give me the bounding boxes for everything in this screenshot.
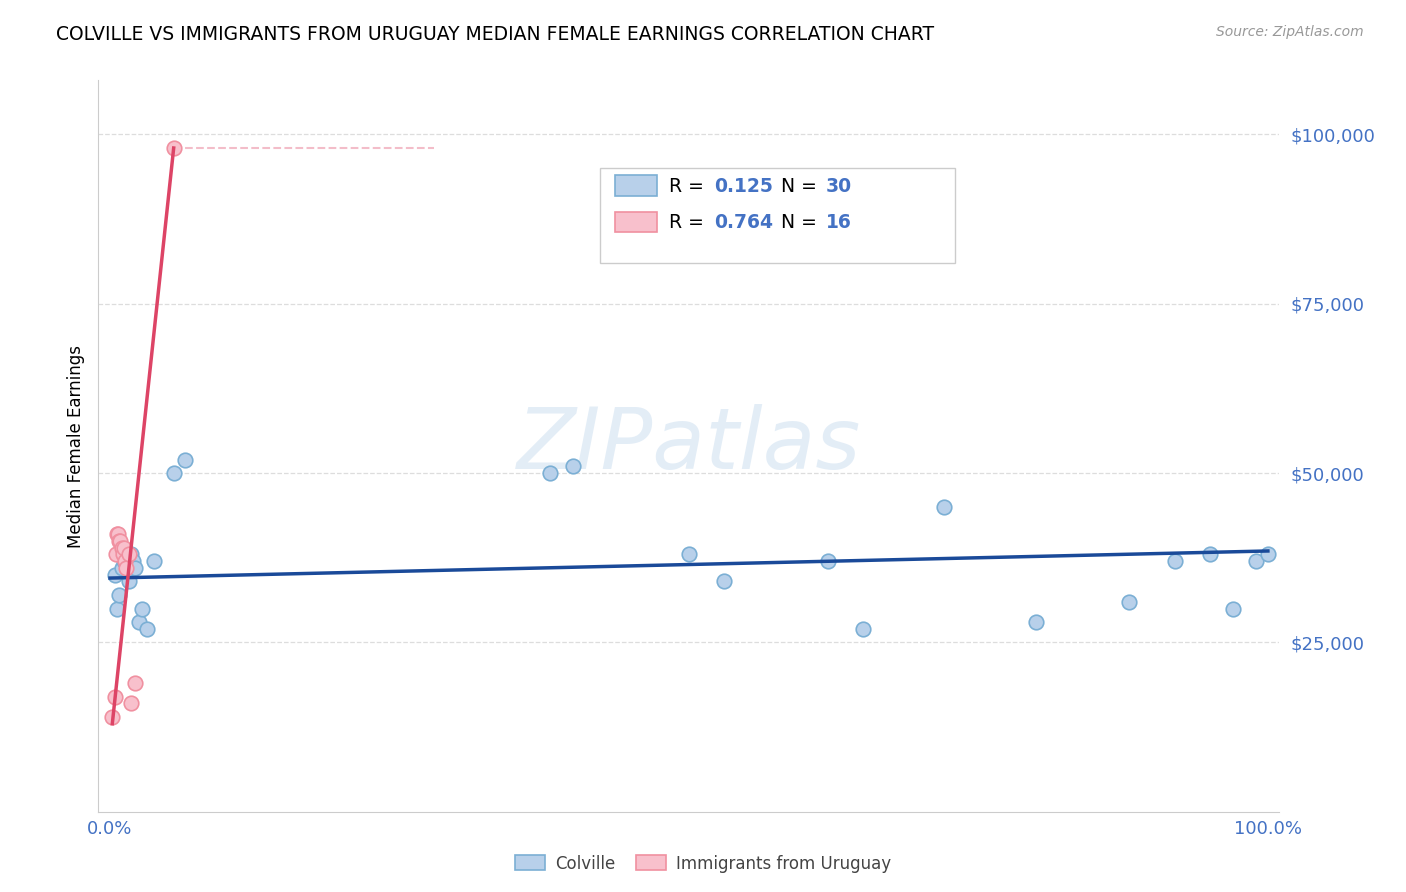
Point bbox=[112, 541, 135, 555]
Point bbox=[104, 547, 127, 561]
Point bbox=[104, 567, 127, 582]
Text: 30: 30 bbox=[825, 177, 852, 196]
Point bbox=[1257, 547, 1279, 561]
FancyBboxPatch shape bbox=[614, 212, 657, 233]
Point bbox=[163, 141, 186, 155]
Point bbox=[932, 500, 955, 514]
Point bbox=[174, 452, 197, 467]
Point bbox=[143, 554, 166, 568]
Point bbox=[108, 588, 131, 602]
Text: Source: ZipAtlas.com: Source: ZipAtlas.com bbox=[1216, 25, 1364, 39]
Point bbox=[108, 533, 131, 548]
Text: N =: N = bbox=[782, 177, 823, 196]
Point bbox=[105, 601, 128, 615]
Point bbox=[111, 547, 134, 561]
Point bbox=[110, 533, 132, 548]
Text: R =: R = bbox=[669, 177, 710, 196]
Point bbox=[1199, 547, 1222, 561]
Point bbox=[1246, 554, 1268, 568]
Point bbox=[120, 697, 142, 711]
Y-axis label: Median Female Earnings: Median Female Earnings bbox=[66, 344, 84, 548]
Point bbox=[1164, 554, 1187, 568]
Point bbox=[678, 547, 700, 561]
Point bbox=[107, 527, 129, 541]
Point bbox=[128, 615, 150, 629]
Point bbox=[114, 554, 136, 568]
Point bbox=[817, 554, 839, 568]
Point bbox=[1025, 615, 1047, 629]
Point bbox=[163, 466, 186, 480]
Point bbox=[112, 554, 135, 568]
Point bbox=[538, 466, 561, 480]
FancyBboxPatch shape bbox=[614, 176, 657, 196]
Point bbox=[1222, 601, 1244, 615]
Point bbox=[124, 676, 146, 690]
Text: R =: R = bbox=[669, 213, 710, 233]
Point bbox=[136, 622, 159, 636]
Text: N =: N = bbox=[782, 213, 823, 233]
Point bbox=[104, 690, 127, 704]
Point bbox=[115, 547, 138, 561]
Point bbox=[110, 541, 132, 555]
Text: COLVILLE VS IMMIGRANTS FROM URUGUAY MEDIAN FEMALE EARNINGS CORRELATION CHART: COLVILLE VS IMMIGRANTS FROM URUGUAY MEDI… bbox=[56, 25, 935, 44]
FancyBboxPatch shape bbox=[600, 168, 955, 263]
Text: 16: 16 bbox=[825, 213, 852, 233]
Point bbox=[115, 561, 138, 575]
Text: 0.764: 0.764 bbox=[714, 213, 773, 233]
Point bbox=[1118, 595, 1140, 609]
Point bbox=[120, 547, 142, 561]
Point bbox=[101, 710, 124, 724]
Point bbox=[562, 459, 585, 474]
Point bbox=[852, 622, 875, 636]
Point bbox=[105, 527, 128, 541]
Point bbox=[122, 554, 145, 568]
Point bbox=[713, 574, 735, 589]
Point bbox=[117, 574, 139, 589]
Point bbox=[131, 601, 153, 615]
Point bbox=[124, 561, 146, 575]
Point bbox=[117, 547, 139, 561]
Legend: Colville, Immigrants from Uruguay: Colville, Immigrants from Uruguay bbox=[509, 848, 897, 880]
Text: 0.125: 0.125 bbox=[714, 177, 773, 196]
Point bbox=[110, 561, 132, 575]
Text: ZIPatlas: ZIPatlas bbox=[517, 404, 860, 488]
